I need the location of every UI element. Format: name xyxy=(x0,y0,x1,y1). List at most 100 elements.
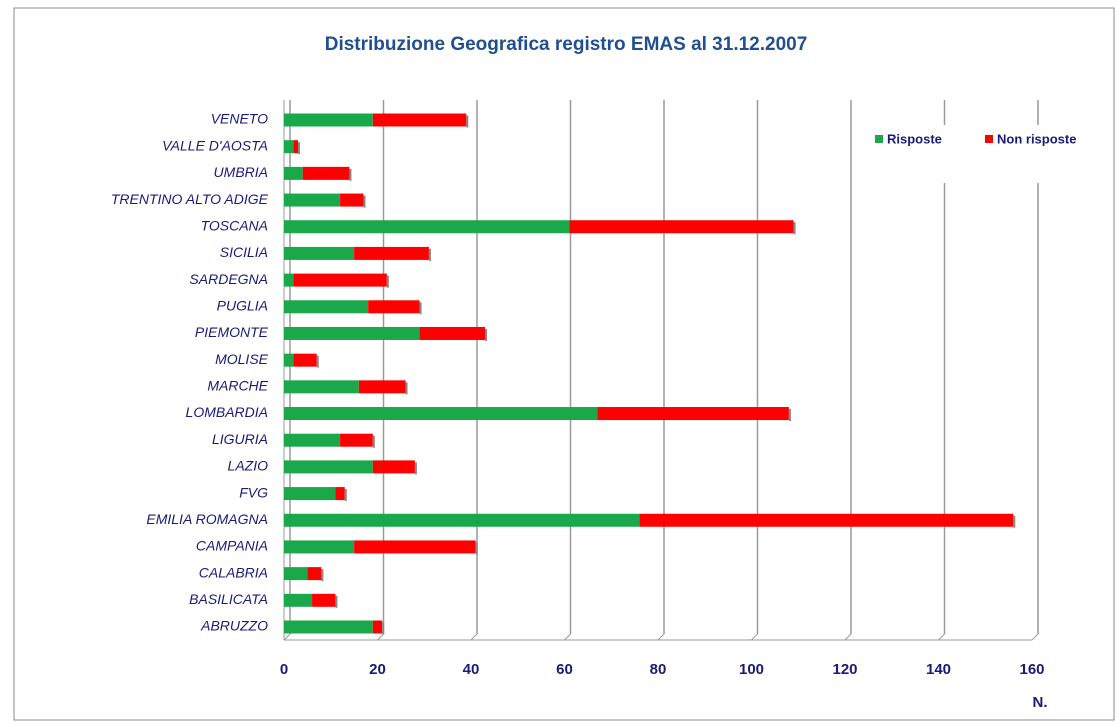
bar-segment xyxy=(284,460,373,474)
bar-shadow xyxy=(428,248,431,261)
x-tick-label: 80 xyxy=(650,661,667,678)
x-tick-label: 0 xyxy=(280,661,288,678)
grid-line-floor xyxy=(470,633,478,641)
bar-segment xyxy=(354,540,476,554)
bar-segment xyxy=(284,140,294,154)
bar-shadow xyxy=(298,142,301,155)
bar-segment xyxy=(597,407,789,421)
bar-segment xyxy=(284,487,336,501)
bar-shadow xyxy=(316,355,319,368)
y-tick-label: CALABRIA xyxy=(199,564,268,580)
bar-segment xyxy=(284,326,420,340)
bar-segment xyxy=(335,487,345,501)
bar-segment xyxy=(302,166,350,180)
grid-line-floor xyxy=(283,633,291,641)
y-tick-label: UMBRIA xyxy=(214,164,268,180)
bar-shadow xyxy=(363,195,366,208)
chart-title: Distribuzione Geografica registro EMAS a… xyxy=(325,34,808,55)
bar-shadow xyxy=(485,328,488,341)
y-tick-label: FVG xyxy=(239,484,268,500)
bar-segment xyxy=(419,326,486,340)
y-tick-label: MARCHE xyxy=(207,378,268,394)
bar-segment xyxy=(312,593,336,607)
bar-segment xyxy=(284,193,341,207)
bar-segment xyxy=(284,513,640,527)
y-tick-label: VALLE D'AOSTA xyxy=(162,137,268,153)
x-tick-label: 60 xyxy=(556,661,573,678)
legend-swatch xyxy=(985,135,993,143)
y-tick-label: ABRUZZO xyxy=(200,618,268,634)
bar-segment xyxy=(307,567,322,581)
bar-segment xyxy=(284,220,570,234)
y-tick-label: SICILIA xyxy=(220,244,268,260)
grid-line-floor xyxy=(1031,633,1039,641)
bar-shadow xyxy=(335,595,338,608)
bar-shadow xyxy=(349,168,352,181)
bar-shadow xyxy=(788,409,791,422)
y-tick-label: TRENTINO ALTO ADIGE xyxy=(111,191,269,207)
grid-line-floor xyxy=(657,633,665,641)
x-tick-label: 20 xyxy=(369,661,386,678)
grid-line-floor xyxy=(844,633,852,641)
y-tick-label: PIEMONTE xyxy=(195,324,269,340)
legend-swatch xyxy=(875,135,883,143)
bar-shadow xyxy=(466,115,469,128)
y-tick-label: VENETO xyxy=(211,111,268,127)
x-tick-label: 100 xyxy=(739,661,764,678)
chart-border xyxy=(13,7,1115,721)
y-tick-label: LAZIO xyxy=(228,458,269,474)
bar-segment xyxy=(284,113,373,127)
x-tick-label: 40 xyxy=(463,661,480,678)
y-tick-label: TOSCANA xyxy=(201,217,268,233)
legend-box xyxy=(860,125,1110,183)
bar-shadow xyxy=(414,462,417,475)
grid-line-floor xyxy=(751,633,758,641)
y-tick-label: LOMBARDIA xyxy=(186,404,268,420)
bar-shadow xyxy=(382,622,385,635)
bar-segment xyxy=(284,593,313,607)
bar-segment xyxy=(284,246,355,260)
bar-shadow xyxy=(372,435,375,448)
bar-segment xyxy=(340,433,373,447)
bar-segment xyxy=(284,567,308,581)
bar-segment xyxy=(372,460,415,474)
y-tick-label: EMILIA ROMAGNA xyxy=(146,511,268,527)
y-tick-label: CAMPANIA xyxy=(196,538,268,554)
y-tick-label: PUGLIA xyxy=(217,297,268,313)
bar-segment xyxy=(284,273,294,287)
bar-segment xyxy=(284,433,341,447)
y-tick-label: SARDEGNA xyxy=(189,271,268,287)
legend-label: Risposte xyxy=(887,131,942,146)
bar-segment xyxy=(358,380,406,394)
bar-segment xyxy=(639,513,1014,527)
grid-line-floor xyxy=(938,633,945,641)
bar-shadow xyxy=(793,222,796,235)
bar-segment xyxy=(372,620,383,634)
bar-segment xyxy=(293,353,317,367)
x-tick-label: 140 xyxy=(926,661,951,678)
bar-shadow xyxy=(419,302,422,315)
bar-segment xyxy=(284,300,369,314)
bar-shadow xyxy=(405,382,408,395)
bar-segment xyxy=(354,246,429,260)
bar-segment xyxy=(293,140,299,154)
bar-segment xyxy=(284,620,373,634)
legend-label: Non risposte xyxy=(997,131,1076,146)
bar-segment xyxy=(368,300,420,314)
grid-line-floor xyxy=(377,633,384,641)
bar-shadow xyxy=(1013,515,1016,528)
bar-segment xyxy=(372,113,467,127)
x-tick-label: 160 xyxy=(1019,661,1044,678)
bar-segment xyxy=(340,193,364,207)
x-axis-label: N. xyxy=(1033,694,1048,711)
bar-segment xyxy=(284,353,294,367)
bar-segment xyxy=(284,166,303,180)
bar-segment xyxy=(293,273,387,287)
grid-line-floor xyxy=(564,633,571,641)
bar-shadow xyxy=(344,489,347,502)
x-tick-label: 120 xyxy=(832,661,857,678)
y-tick-label: LIGURIA xyxy=(212,431,268,447)
bar-shadow xyxy=(475,542,478,555)
bar-segment xyxy=(284,380,359,394)
